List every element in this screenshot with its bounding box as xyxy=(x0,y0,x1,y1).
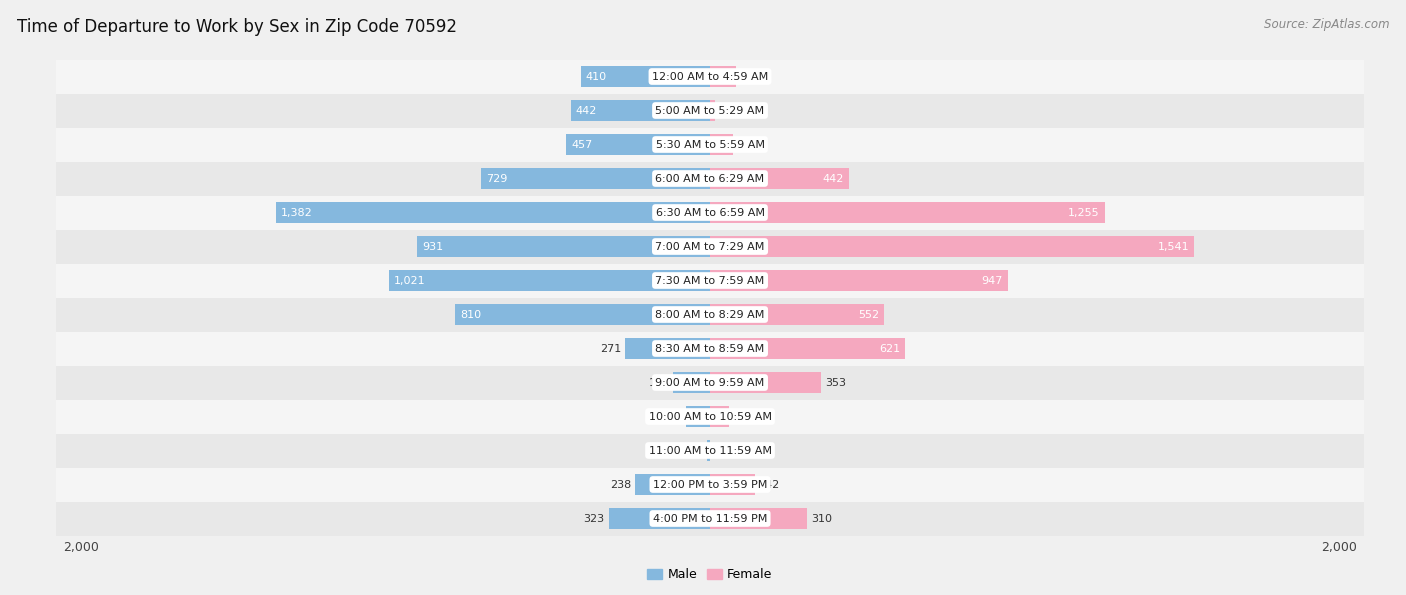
Bar xyxy=(481,168,710,189)
Bar xyxy=(51,399,1369,434)
Text: 10: 10 xyxy=(689,446,703,456)
Bar xyxy=(418,236,710,257)
Bar xyxy=(686,406,710,427)
Text: 323: 323 xyxy=(583,513,605,524)
Bar xyxy=(710,270,1008,291)
Text: 60: 60 xyxy=(733,412,747,421)
Bar xyxy=(51,264,1369,298)
Bar xyxy=(624,338,710,359)
Bar xyxy=(51,127,1369,161)
Text: 12:00 PM to 3:59 PM: 12:00 PM to 3:59 PM xyxy=(652,480,768,490)
Text: 1,382: 1,382 xyxy=(280,208,312,218)
Legend: Male, Female: Male, Female xyxy=(643,563,778,586)
Text: 1,541: 1,541 xyxy=(1159,242,1189,252)
Text: 84: 84 xyxy=(740,71,755,82)
Bar xyxy=(51,161,1369,196)
Bar xyxy=(707,440,710,461)
Bar xyxy=(51,331,1369,365)
Bar xyxy=(51,60,1369,93)
Text: 0: 0 xyxy=(714,446,721,456)
Text: 4:00 PM to 11:59 PM: 4:00 PM to 11:59 PM xyxy=(652,513,768,524)
Text: 6:00 AM to 6:29 AM: 6:00 AM to 6:29 AM xyxy=(655,174,765,183)
Bar xyxy=(710,508,807,529)
Bar xyxy=(51,502,1369,536)
Bar xyxy=(51,468,1369,502)
Bar xyxy=(710,236,1195,257)
Text: 5:00 AM to 5:29 AM: 5:00 AM to 5:29 AM xyxy=(655,105,765,115)
Text: 457: 457 xyxy=(571,139,592,149)
Text: 10:00 AM to 10:59 AM: 10:00 AM to 10:59 AM xyxy=(648,412,772,421)
Bar xyxy=(389,270,710,291)
Text: 729: 729 xyxy=(485,174,508,183)
Text: 72: 72 xyxy=(737,139,751,149)
Text: 8:30 AM to 8:59 AM: 8:30 AM to 8:59 AM xyxy=(655,343,765,353)
Text: 7:00 AM to 7:29 AM: 7:00 AM to 7:29 AM xyxy=(655,242,765,252)
Text: 621: 621 xyxy=(879,343,900,353)
Text: 11:00 AM to 11:59 AM: 11:00 AM to 11:59 AM xyxy=(648,446,772,456)
Text: 552: 552 xyxy=(858,309,879,320)
Text: 17: 17 xyxy=(718,105,734,115)
Text: 442: 442 xyxy=(823,174,844,183)
Bar xyxy=(710,474,755,495)
Text: 1,021: 1,021 xyxy=(394,275,426,286)
Text: 1,255: 1,255 xyxy=(1069,208,1099,218)
Text: 5:30 AM to 5:59 AM: 5:30 AM to 5:59 AM xyxy=(655,139,765,149)
Text: 271: 271 xyxy=(600,343,621,353)
Bar xyxy=(636,474,710,495)
Text: 7:30 AM to 7:59 AM: 7:30 AM to 7:59 AM xyxy=(655,275,765,286)
Text: 310: 310 xyxy=(811,513,832,524)
Text: 810: 810 xyxy=(460,309,481,320)
Text: 353: 353 xyxy=(825,377,846,387)
Bar xyxy=(710,406,728,427)
Bar xyxy=(51,93,1369,127)
Bar xyxy=(710,304,883,325)
Bar xyxy=(456,304,710,325)
Text: 12:00 AM to 4:59 AM: 12:00 AM to 4:59 AM xyxy=(652,71,768,82)
Text: 931: 931 xyxy=(422,242,443,252)
Text: Time of Departure to Work by Sex in Zip Code 70592: Time of Departure to Work by Sex in Zip … xyxy=(17,18,457,36)
Bar xyxy=(581,66,710,87)
Bar xyxy=(710,168,849,189)
Bar xyxy=(567,134,710,155)
Text: Source: ZipAtlas.com: Source: ZipAtlas.com xyxy=(1264,18,1389,31)
Bar xyxy=(51,298,1369,331)
Bar xyxy=(609,508,710,529)
Text: 75: 75 xyxy=(669,412,683,421)
Text: 142: 142 xyxy=(758,480,780,490)
Text: 8:00 AM to 8:29 AM: 8:00 AM to 8:29 AM xyxy=(655,309,765,320)
Text: 6:30 AM to 6:59 AM: 6:30 AM to 6:59 AM xyxy=(655,208,765,218)
Bar xyxy=(276,202,710,223)
Bar xyxy=(710,100,716,121)
Bar xyxy=(710,338,905,359)
Bar xyxy=(51,196,1369,230)
Bar xyxy=(673,372,710,393)
Bar xyxy=(51,365,1369,399)
Bar xyxy=(51,230,1369,264)
Text: 9:00 AM to 9:59 AM: 9:00 AM to 9:59 AM xyxy=(655,377,765,387)
Bar xyxy=(710,66,737,87)
Text: 238: 238 xyxy=(610,480,631,490)
Text: 117: 117 xyxy=(648,377,669,387)
Text: 947: 947 xyxy=(981,275,1002,286)
Bar xyxy=(710,134,733,155)
Bar xyxy=(710,202,1105,223)
Bar xyxy=(571,100,710,121)
Bar xyxy=(710,372,821,393)
Text: 442: 442 xyxy=(576,105,598,115)
Text: 410: 410 xyxy=(586,71,607,82)
Bar xyxy=(51,434,1369,468)
